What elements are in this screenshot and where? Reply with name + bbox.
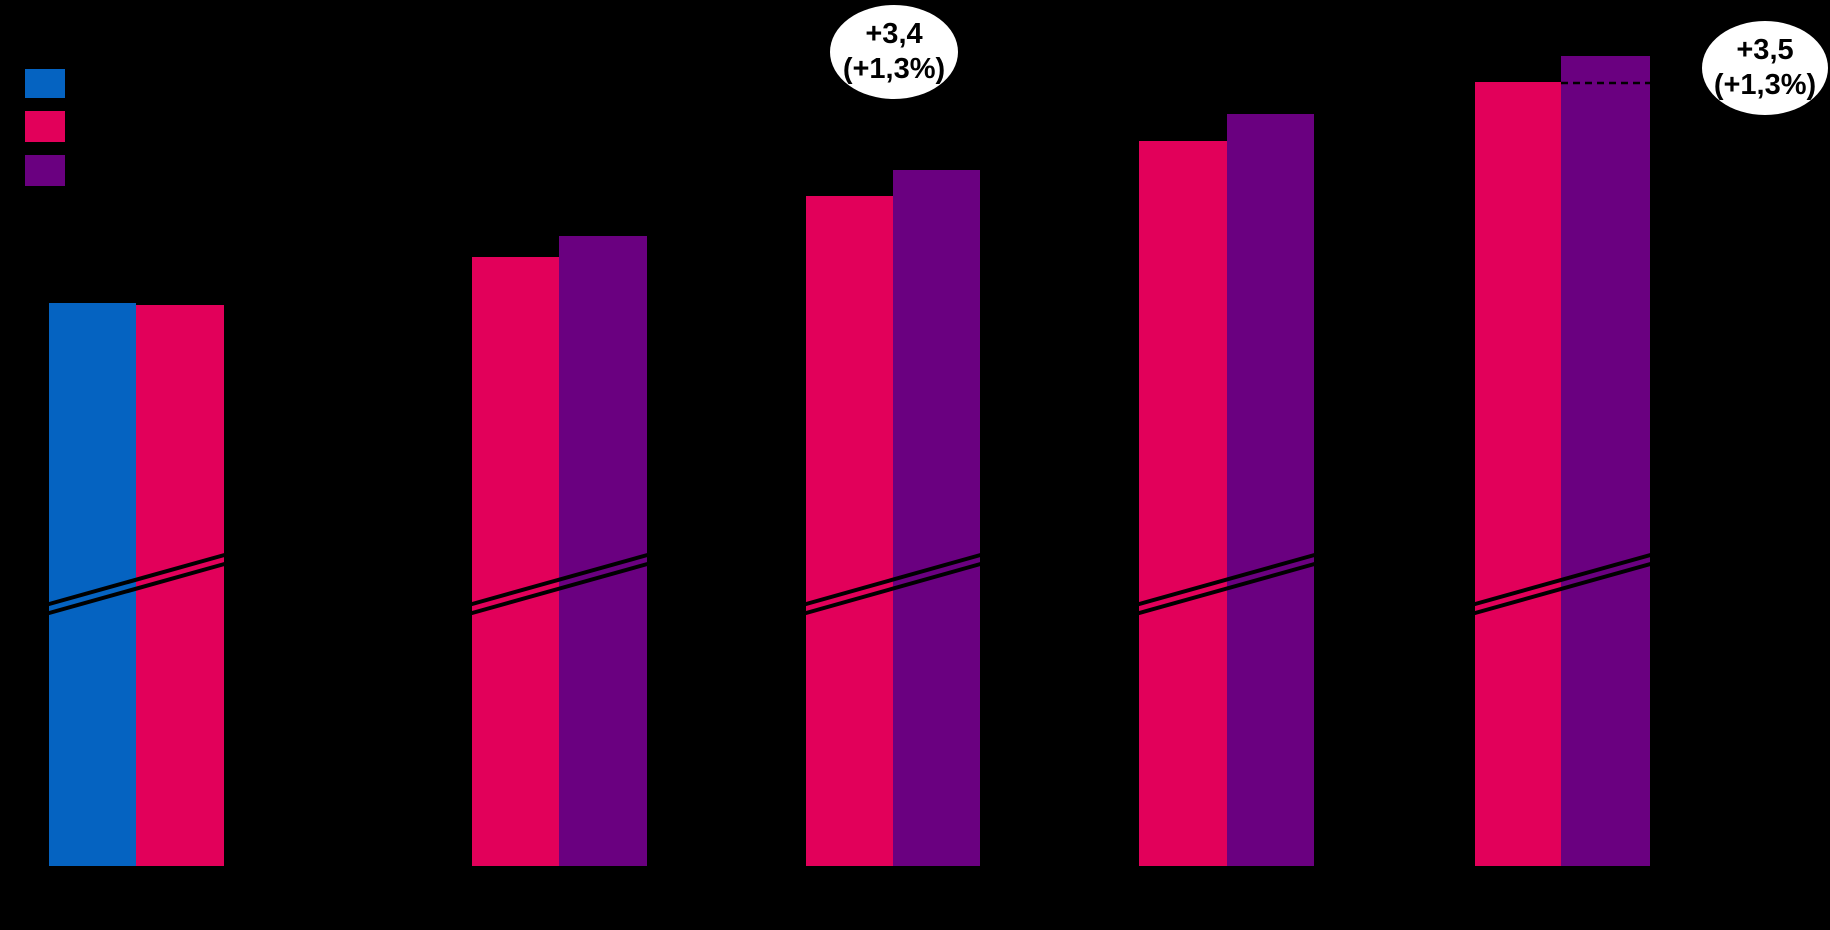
bar-group1-pink [136,305,224,866]
bar-group5-purple [1561,56,1650,866]
annotation-value: +3,5 [1736,34,1794,66]
bar-group4-pink [1139,141,1227,866]
annotation-percent: (+1,3%) [1713,69,1817,101]
annotation-ellipse-group-5: +3,5 (+1,3%) [1702,21,1828,115]
bar-group3-purple [893,170,980,866]
legend-swatch-blue [25,69,65,98]
bar-group2-pink [472,257,559,866]
annotation-value: +3,4 [865,18,923,50]
legend-swatch-purple [25,155,65,186]
bar-group5-pink [1475,82,1561,866]
legend-swatch-pink [25,111,65,142]
annotation-ellipse-group-3: +3,4 (+1,3%) [830,5,958,99]
bar-group3-pink [806,196,893,866]
annotation-percent: (+1,3%) [842,53,946,85]
bar-group2-purple [559,236,647,866]
bar-group1-blue [49,303,136,866]
bar-group4-purple [1227,114,1314,866]
